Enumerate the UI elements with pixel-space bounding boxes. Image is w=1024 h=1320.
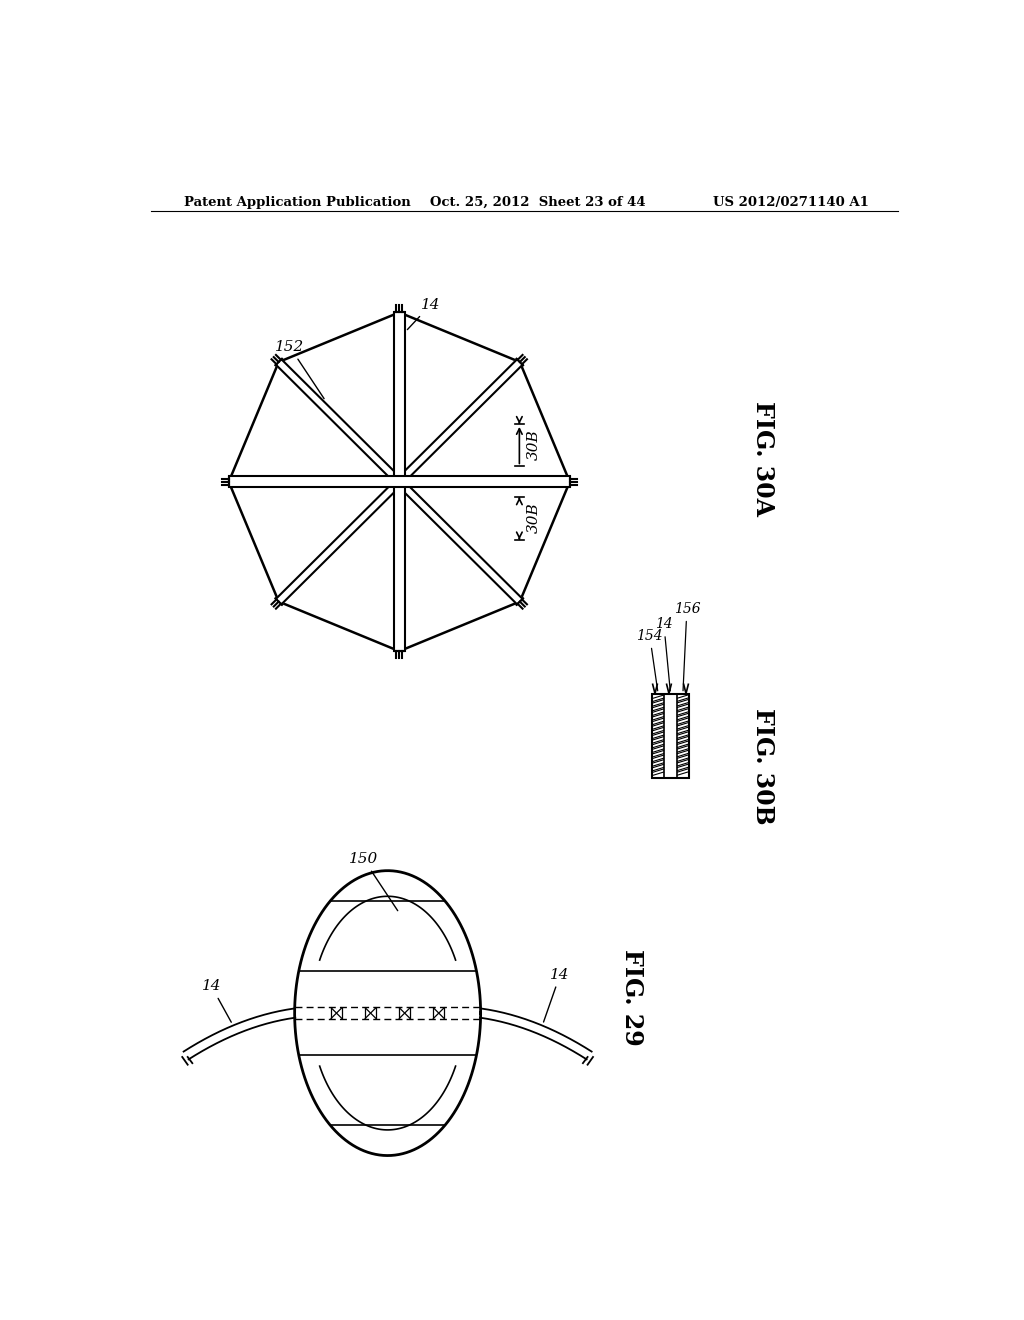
Text: FIG. 30B: FIG. 30B: [752, 709, 775, 825]
Text: 150: 150: [349, 853, 397, 911]
Text: 152: 152: [275, 341, 324, 399]
Polygon shape: [275, 479, 402, 605]
Text: 156: 156: [674, 602, 700, 690]
Text: 30B: 30B: [527, 503, 541, 533]
Polygon shape: [275, 359, 402, 484]
Text: 14: 14: [544, 968, 570, 1022]
Text: 30B: 30B: [527, 429, 541, 461]
Text: FIG. 29: FIG. 29: [620, 949, 644, 1045]
Text: 14: 14: [655, 618, 673, 690]
Polygon shape: [396, 479, 522, 605]
Text: 14: 14: [202, 979, 231, 1022]
Polygon shape: [396, 359, 522, 484]
Bar: [228, 477, 569, 487]
Text: Oct. 25, 2012  Sheet 23 of 44: Oct. 25, 2012 Sheet 23 of 44: [430, 195, 646, 209]
Text: US 2012/0271140 A1: US 2012/0271140 A1: [713, 195, 869, 209]
Text: 154: 154: [636, 628, 663, 690]
Text: 14: 14: [408, 298, 440, 330]
Bar: [652, 693, 689, 779]
Text: Patent Application Publication: Patent Application Publication: [183, 195, 411, 209]
Bar: [394, 313, 404, 651]
Text: FIG. 30A: FIG. 30A: [752, 401, 775, 516]
